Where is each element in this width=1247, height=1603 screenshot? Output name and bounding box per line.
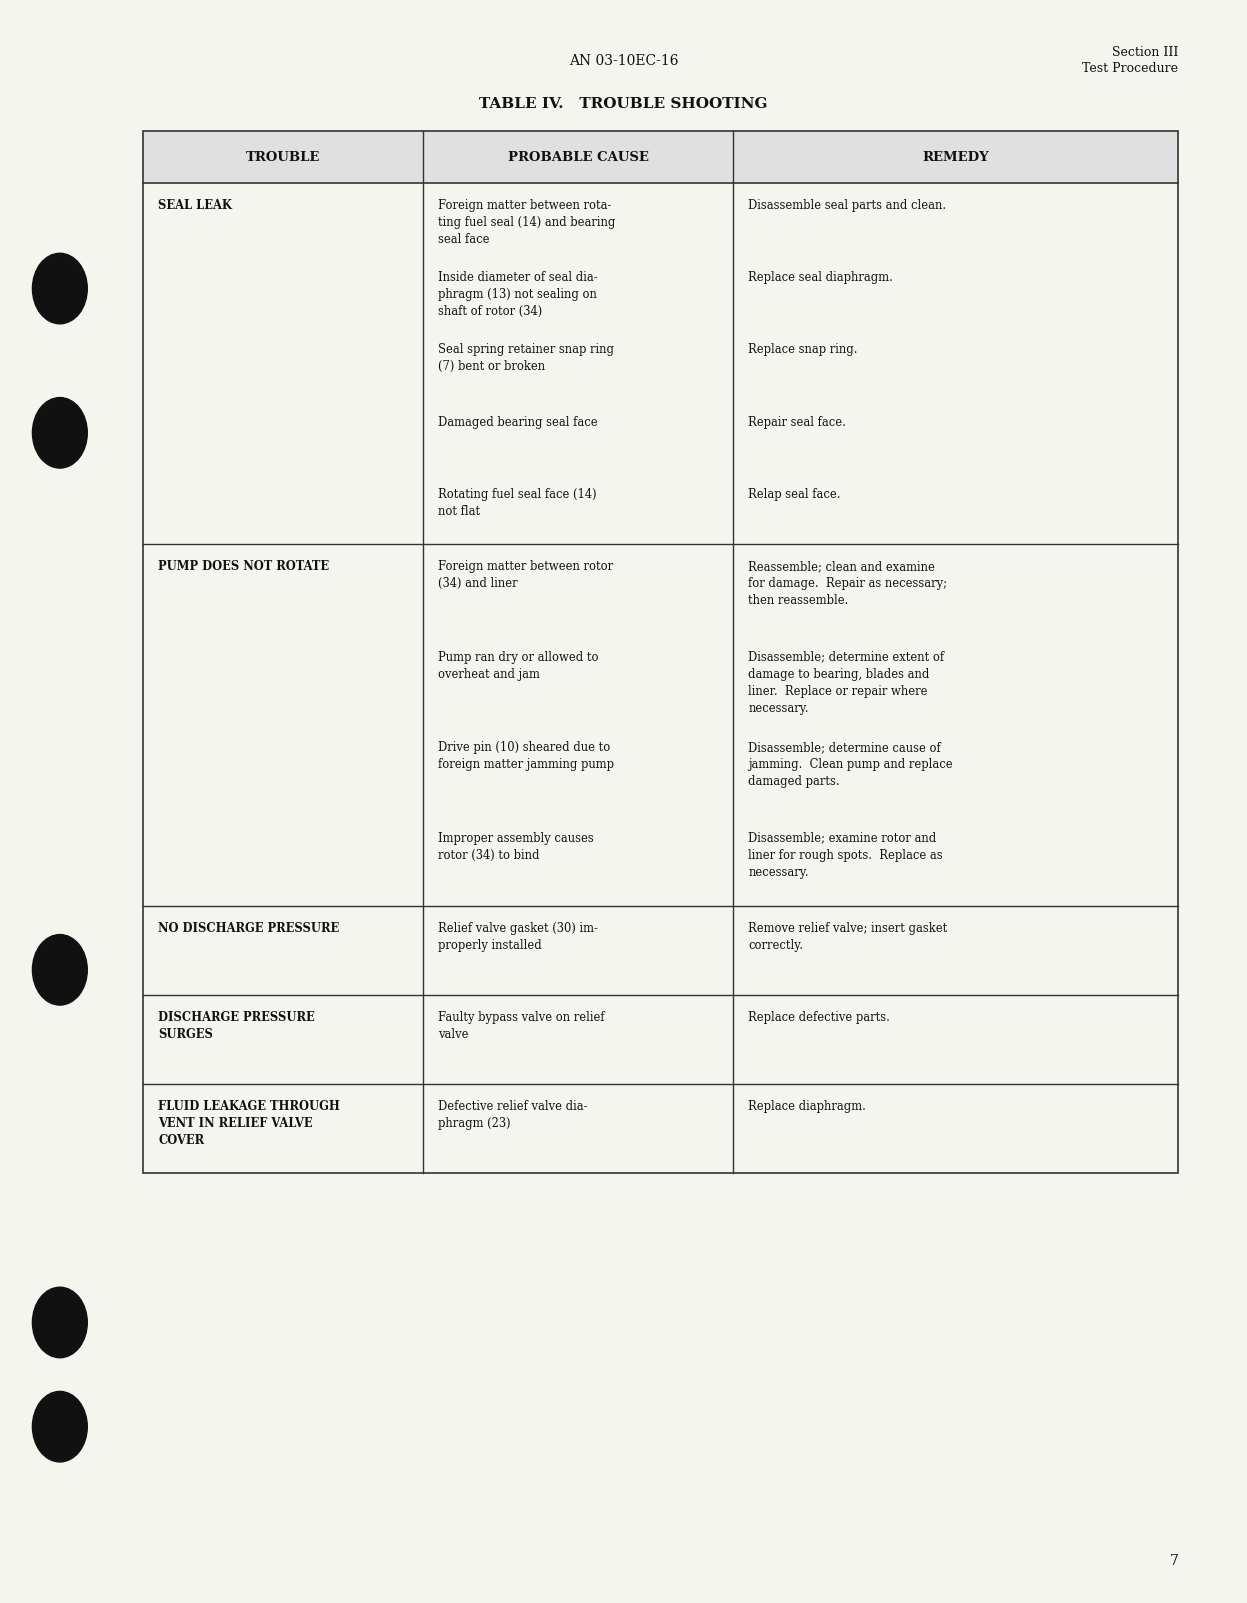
Text: Improper assembly causes
rotor (34) to bind: Improper assembly causes rotor (34) to b… bbox=[438, 832, 594, 861]
Text: TROUBLE: TROUBLE bbox=[246, 151, 320, 164]
Text: FLUID LEAKAGE THROUGH
VENT IN RELIEF VALVE
COVER: FLUID LEAKAGE THROUGH VENT IN RELIEF VAL… bbox=[158, 1100, 340, 1148]
Text: SEAL LEAK: SEAL LEAK bbox=[158, 199, 232, 212]
Text: REMEDY: REMEDY bbox=[923, 151, 989, 164]
Text: Section III: Section III bbox=[1112, 46, 1178, 59]
Text: Replace seal diaphragm.: Replace seal diaphragm. bbox=[748, 271, 893, 284]
Circle shape bbox=[32, 1287, 87, 1358]
Text: Seal spring retainer snap ring
(7) bent or broken: Seal spring retainer snap ring (7) bent … bbox=[438, 343, 614, 373]
Text: Drive pin (10) sheared due to
foreign matter jamming pump: Drive pin (10) sheared due to foreign ma… bbox=[438, 741, 614, 771]
Text: TABLE IV.   TROUBLE SHOOTING: TABLE IV. TROUBLE SHOOTING bbox=[479, 98, 768, 111]
Text: Replace snap ring.: Replace snap ring. bbox=[748, 343, 858, 356]
Bar bbox=[143, 131, 1178, 1173]
Text: Disassemble; determine extent of
damage to bearing, blades and
liner.  Replace o: Disassemble; determine extent of damage … bbox=[748, 651, 944, 715]
Text: DISCHARGE PRESSURE
SURGES: DISCHARGE PRESSURE SURGES bbox=[158, 1011, 315, 1040]
Circle shape bbox=[32, 398, 87, 468]
Text: AN 03-10EC-16: AN 03-10EC-16 bbox=[569, 55, 678, 67]
Text: Relap seal face.: Relap seal face. bbox=[748, 487, 840, 502]
Text: Repair seal face.: Repair seal face. bbox=[748, 415, 847, 428]
Text: Pump ran dry or allowed to
overheat and jam: Pump ran dry or allowed to overheat and … bbox=[438, 651, 599, 681]
Text: Disassemble; examine rotor and
liner for rough spots.  Replace as
necessary.: Disassemble; examine rotor and liner for… bbox=[748, 832, 943, 878]
Text: Reassemble; clean and examine
for damage.  Repair as necessary;
then reassemble.: Reassemble; clean and examine for damage… bbox=[748, 561, 948, 608]
Text: Disassemble seal parts and clean.: Disassemble seal parts and clean. bbox=[748, 199, 946, 212]
Text: Relief valve gasket (30) im-
properly installed: Relief valve gasket (30) im- properly in… bbox=[438, 922, 597, 952]
Text: Defective relief valve dia-
phragm (23): Defective relief valve dia- phragm (23) bbox=[438, 1100, 587, 1130]
Text: Foreign matter between rotor
(34) and liner: Foreign matter between rotor (34) and li… bbox=[438, 561, 614, 590]
Text: Disassemble; determine cause of
jamming.  Clean pump and replace
damaged parts.: Disassemble; determine cause of jamming.… bbox=[748, 741, 953, 789]
Text: Replace defective parts.: Replace defective parts. bbox=[748, 1011, 890, 1024]
Text: Rotating fuel seal face (14)
not flat: Rotating fuel seal face (14) not flat bbox=[438, 487, 596, 518]
Circle shape bbox=[32, 1391, 87, 1462]
Text: 7: 7 bbox=[1170, 1553, 1178, 1568]
Text: PROBABLE CAUSE: PROBABLE CAUSE bbox=[508, 151, 648, 164]
Text: Inside diameter of seal dia-
phragm (13) not sealing on
shaft of rotor (34): Inside diameter of seal dia- phragm (13)… bbox=[438, 271, 597, 317]
Text: PUMP DOES NOT ROTATE: PUMP DOES NOT ROTATE bbox=[158, 561, 329, 574]
Circle shape bbox=[32, 935, 87, 1005]
Text: NO DISCHARGE PRESSURE: NO DISCHARGE PRESSURE bbox=[158, 922, 339, 935]
Text: Faulty bypass valve on relief
valve: Faulty bypass valve on relief valve bbox=[438, 1011, 605, 1040]
Bar bbox=[143, 131, 1178, 183]
Text: Replace diaphragm.: Replace diaphragm. bbox=[748, 1100, 867, 1112]
Text: Test Procedure: Test Procedure bbox=[1082, 63, 1178, 75]
Circle shape bbox=[32, 253, 87, 324]
Text: Damaged bearing seal face: Damaged bearing seal face bbox=[438, 415, 597, 428]
Text: Remove relief valve; insert gasket
correctly.: Remove relief valve; insert gasket corre… bbox=[748, 922, 948, 952]
Text: Foreign matter between rota-
ting fuel seal (14) and bearing
seal face: Foreign matter between rota- ting fuel s… bbox=[438, 199, 615, 245]
